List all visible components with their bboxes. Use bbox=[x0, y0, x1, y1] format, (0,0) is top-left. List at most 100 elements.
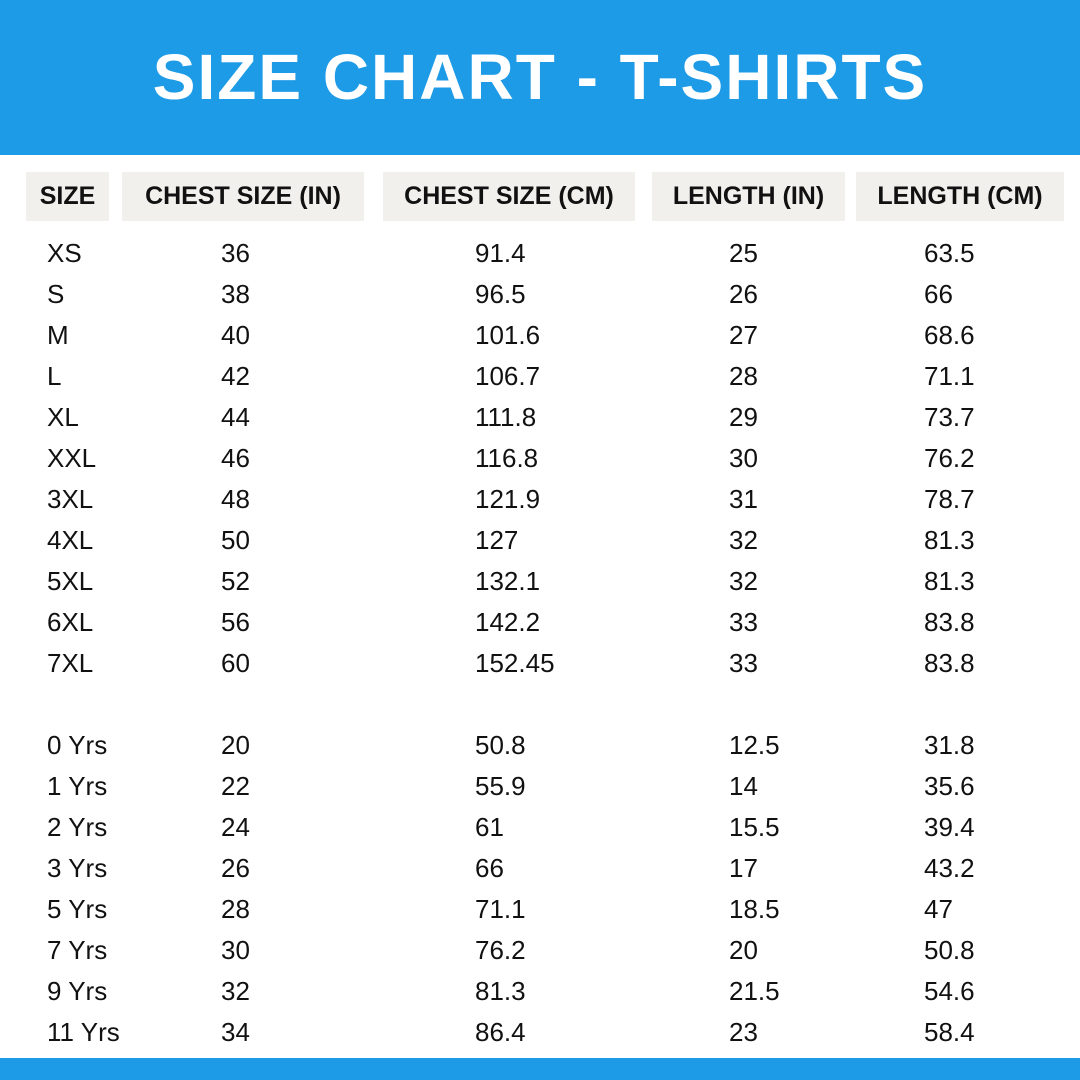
cell-size: 0 Yrs bbox=[47, 730, 108, 760]
cell-chest-in: 30 bbox=[221, 935, 250, 965]
column-header-chest-in: CHEST SIZE (IN) bbox=[122, 172, 364, 221]
table-row: 5XL 52 132.1 32 81.3 bbox=[0, 561, 1080, 602]
cell-length-cm: 81.3 bbox=[924, 525, 975, 555]
cell-length-in: 12.5 bbox=[729, 730, 780, 760]
cell-chest-cm: 96.5 bbox=[475, 279, 526, 309]
cell-chest-cm: 152.45 bbox=[475, 648, 555, 678]
title-banner: SIZE CHART - T-SHIRTS bbox=[0, 0, 1080, 155]
cell-chest-in: 34 bbox=[221, 1017, 250, 1047]
cell-chest-cm: 111.8 bbox=[475, 402, 537, 432]
cell-chest-cm: 76.2 bbox=[475, 935, 526, 965]
cell-length-in: 18.5 bbox=[729, 894, 780, 924]
cell-length-cm: 71.1 bbox=[924, 361, 975, 391]
cell-length-in: 23 bbox=[729, 1017, 758, 1047]
cell-size: 7 Yrs bbox=[47, 935, 108, 965]
cell-size: 6XL bbox=[47, 607, 94, 637]
table-row: 1 Yrs 22 55.9 14 35.6 bbox=[0, 766, 1080, 807]
cell-size: 3XL bbox=[47, 484, 94, 514]
cell-length-cm: 83.8 bbox=[924, 607, 975, 637]
cell-chest-in: 56 bbox=[221, 607, 250, 637]
table-row: 7XL 60 152.45 33 83.8 bbox=[0, 643, 1080, 684]
cell-size: 4XL bbox=[47, 525, 94, 555]
footer-bar bbox=[0, 1058, 1080, 1080]
table-row: M 40 101.6 27 68.6 bbox=[0, 315, 1080, 356]
cell-chest-in: 24 bbox=[221, 812, 250, 842]
cell-size: 11 Yrs bbox=[47, 1017, 120, 1047]
cell-chest-in: 46 bbox=[221, 443, 250, 473]
table-row: 6XL 56 142.2 33 83.8 bbox=[0, 602, 1080, 643]
table-row: 7 Yrs 30 76.2 20 50.8 bbox=[0, 930, 1080, 971]
table-row: XL 44 111.8 29 73.7 bbox=[0, 397, 1080, 438]
cell-chest-in: 38 bbox=[221, 279, 250, 309]
cell-chest-in: 42 bbox=[221, 361, 250, 391]
cell-length-in: 30 bbox=[729, 443, 758, 473]
table-row: 2 Yrs 24 61 15.5 39.4 bbox=[0, 807, 1080, 848]
cell-chest-in: 28 bbox=[221, 894, 250, 924]
cell-size: 3 Yrs bbox=[47, 853, 108, 883]
cell-chest-cm: 71.1 bbox=[475, 894, 526, 924]
cell-chest-cm: 121.9 bbox=[475, 484, 541, 514]
table-row: 3XL 48 121.9 31 78.7 bbox=[0, 479, 1080, 520]
cell-length-in: 21.5 bbox=[729, 976, 780, 1006]
cell-size: XXL bbox=[47, 443, 97, 473]
cell-length-cm: 39.4 bbox=[924, 812, 975, 842]
cell-length-in: 17 bbox=[729, 853, 758, 883]
cell-length-cm: 43.2 bbox=[924, 853, 975, 883]
cell-length-cm: 54.6 bbox=[924, 976, 975, 1006]
cell-chest-in: 50 bbox=[221, 525, 250, 555]
cell-chest-in: 40 bbox=[221, 320, 250, 350]
cell-chest-cm: 101.6 bbox=[475, 320, 541, 350]
cell-chest-cm: 116.8 bbox=[475, 443, 539, 473]
cell-chest-in: 22 bbox=[221, 771, 250, 801]
column-header-length-cm: LENGTH (CM) bbox=[856, 172, 1064, 221]
cell-length-cm: 76.2 bbox=[924, 443, 975, 473]
cell-length-in: 15.5 bbox=[729, 812, 780, 842]
page-title: SIZE CHART - T-SHIRTS bbox=[152, 41, 928, 113]
cell-length-in: 29 bbox=[729, 402, 758, 432]
table-row: XXL 46 116.8 30 76.2 bbox=[0, 438, 1080, 479]
cell-chest-cm: 81.3 bbox=[475, 976, 526, 1006]
cell-length-cm: 47 bbox=[924, 894, 953, 924]
cell-chest-in: 48 bbox=[221, 484, 250, 514]
cell-length-in: 32 bbox=[729, 525, 758, 555]
cell-chest-in: 44 bbox=[221, 402, 250, 432]
cell-chest-in: 32 bbox=[221, 976, 250, 1006]
cell-chest-in: 60 bbox=[221, 648, 250, 678]
cell-length-cm: 78.7 bbox=[924, 484, 975, 514]
cell-size: 5XL bbox=[47, 566, 94, 596]
cell-length-in: 31 bbox=[729, 484, 758, 514]
cell-length-cm: 73.7 bbox=[924, 402, 975, 432]
cell-length-in: 33 bbox=[729, 607, 758, 637]
cell-length-in: 25 bbox=[729, 238, 758, 268]
cell-length-in: 14 bbox=[729, 771, 758, 801]
cell-length-cm: 31.8 bbox=[924, 730, 975, 760]
table-row: 4XL 50 127 32 81.3 bbox=[0, 520, 1080, 561]
cell-length-cm: 81.3 bbox=[924, 566, 975, 596]
cell-length-cm: 83.8 bbox=[924, 648, 975, 678]
table-row: 3 Yrs 26 66 17 43.2 bbox=[0, 848, 1080, 889]
cell-size: 1 Yrs bbox=[47, 771, 108, 801]
cell-size: 9 Yrs bbox=[47, 976, 108, 1006]
cell-size: XL bbox=[47, 402, 79, 432]
cell-chest-in: 36 bbox=[221, 238, 250, 268]
column-header-size: SIZE bbox=[26, 172, 109, 221]
table-row: 0 Yrs 20 50.8 12.5 31.8 bbox=[0, 725, 1080, 766]
cell-size: 7XL bbox=[47, 648, 94, 678]
cell-length-cm: 66 bbox=[924, 279, 953, 309]
cell-length-cm: 50.8 bbox=[924, 935, 975, 965]
column-header-chest-cm: CHEST SIZE (CM) bbox=[383, 172, 635, 221]
cell-chest-in: 26 bbox=[221, 853, 250, 883]
cell-length-in: 33 bbox=[729, 648, 758, 678]
cell-chest-cm: 50.8 bbox=[475, 730, 526, 760]
cell-chest-cm: 132.1 bbox=[475, 566, 541, 596]
cell-chest-cm: 106.7 bbox=[475, 361, 541, 391]
table-row: 11 Yrs 34 86.4 23 58.4 bbox=[0, 1012, 1080, 1053]
cell-chest-cm: 61 bbox=[475, 812, 504, 842]
cell-chest-cm: 86.4 bbox=[475, 1017, 526, 1047]
cell-length-cm: 58.4 bbox=[924, 1017, 975, 1047]
column-header-length-in: LENGTH (IN) bbox=[652, 172, 845, 221]
cell-length-in: 28 bbox=[729, 361, 758, 391]
cell-chest-cm: 66 bbox=[475, 853, 504, 883]
table-row: 9 Yrs 32 81.3 21.5 54.6 bbox=[0, 971, 1080, 1012]
cell-chest-cm: 91.4 bbox=[475, 238, 526, 268]
